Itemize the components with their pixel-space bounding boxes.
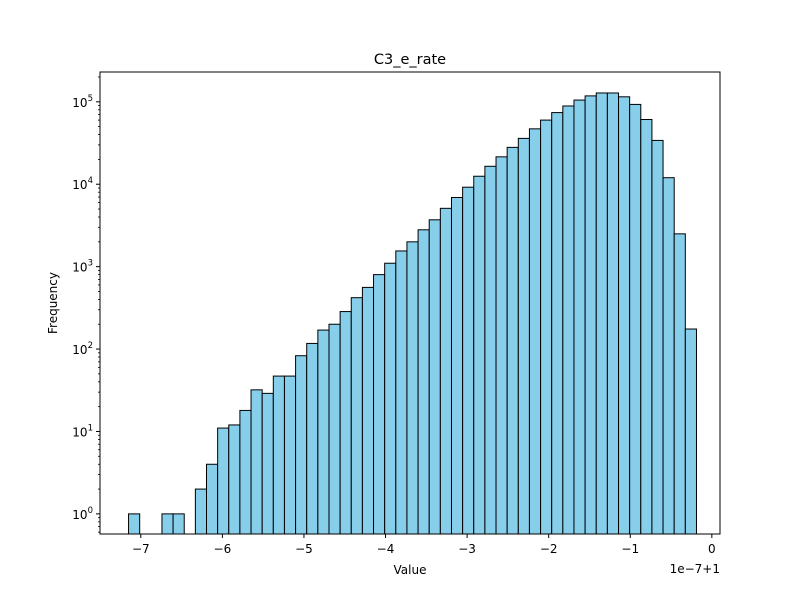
y-axis-label: Frequency (46, 272, 60, 334)
histogram-bar (172, 513, 185, 535)
histogram-bar (161, 513, 174, 535)
y-tick-label: 102 (72, 341, 93, 357)
histogram-bar (562, 105, 575, 535)
histogram-bar (673, 233, 686, 535)
histogram-bar (473, 175, 486, 535)
histogram-bar (506, 146, 519, 535)
histogram-bar (629, 103, 642, 535)
y-tick-label: 104 (72, 176, 93, 192)
x-tick-label: −7 (132, 542, 150, 556)
histogram-bar (261, 392, 274, 535)
x-axis-offset-label: 1e−7+1 (670, 562, 720, 576)
histogram-bar (350, 297, 363, 535)
histogram-bar (194, 488, 208, 535)
histogram-bar (317, 329, 330, 535)
histogram-bar (295, 355, 308, 535)
x-tick-label: −3 (458, 542, 476, 556)
histogram-bar (128, 513, 141, 535)
histogram-bar (206, 463, 219, 535)
x-tick-label: −6 (214, 542, 232, 556)
y-tick-label: 101 (72, 423, 93, 439)
histogram-bar (428, 219, 441, 535)
histogram-bar (573, 99, 586, 535)
histogram-bar (517, 137, 530, 535)
histogram-bar (283, 375, 297, 535)
histogram-bar (239, 409, 252, 535)
x-tick-label: −5 (295, 542, 313, 556)
histogram-bar (384, 262, 397, 535)
histogram-bar (662, 177, 675, 535)
histogram-bar (217, 427, 230, 535)
histogram-bar (228, 424, 241, 535)
histogram-bar (339, 311, 352, 535)
histogram-bar (528, 128, 542, 535)
histogram-bar (417, 229, 430, 535)
histogram-bar (306, 342, 319, 535)
histogram-bar (395, 250, 408, 535)
x-tick-label: −4 (377, 542, 395, 556)
histogram-bar (450, 197, 464, 535)
y-axis-ticks: 100 101 102 103 104 105 (72, 76, 100, 533)
histogram-bar (640, 119, 653, 535)
histogram-bar (272, 375, 285, 535)
chart-title: C3_e_rate (374, 52, 446, 68)
histogram-bar (551, 112, 564, 535)
y-tick-label: 103 (72, 259, 93, 275)
y-tick-label: 105 (72, 94, 93, 110)
histogram-bar (651, 139, 664, 535)
histogram-bar (250, 389, 263, 535)
histogram-bar (584, 95, 597, 535)
histogram-bar (595, 92, 608, 535)
plot-area-frame (99, 71, 721, 535)
x-tick-label: −1 (621, 542, 639, 556)
x-axis-label: Value (394, 563, 427, 577)
x-tick-label: −2 (540, 542, 558, 556)
histogram-bar (684, 328, 697, 535)
x-axis-ticks: −7 −6 −5 −4 −3 −2 −1 0 (132, 534, 716, 556)
y-tick-label: 100 (72, 506, 93, 522)
x-tick-label: 0 (708, 542, 716, 556)
histogram-bar (373, 274, 386, 535)
histogram-bar (618, 96, 631, 535)
histogram-bars (128, 92, 697, 535)
histogram-bar (462, 186, 475, 535)
histogram-bar (495, 156, 508, 535)
histogram-bar (606, 92, 620, 535)
histogram-bar (406, 241, 419, 535)
histogram-bar (439, 207, 452, 535)
histogram-bar (484, 165, 497, 535)
histogram-bar (328, 323, 341, 535)
histogram-bar (361, 286, 375, 535)
histogram-bar (540, 119, 553, 535)
